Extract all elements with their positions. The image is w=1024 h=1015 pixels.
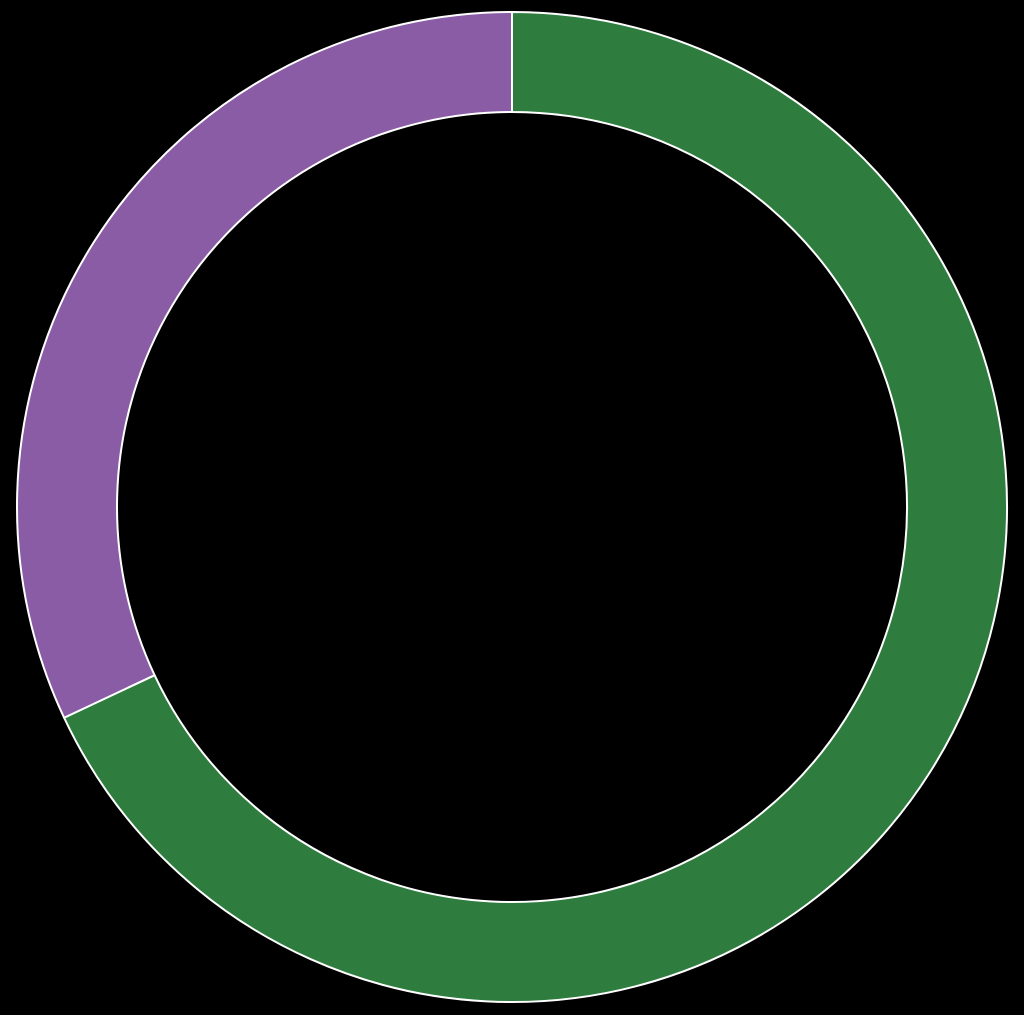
donut-chart-container [0, 0, 1024, 1015]
donut-chart [0, 0, 1024, 1015]
donut-slice-1 [17, 12, 512, 718]
